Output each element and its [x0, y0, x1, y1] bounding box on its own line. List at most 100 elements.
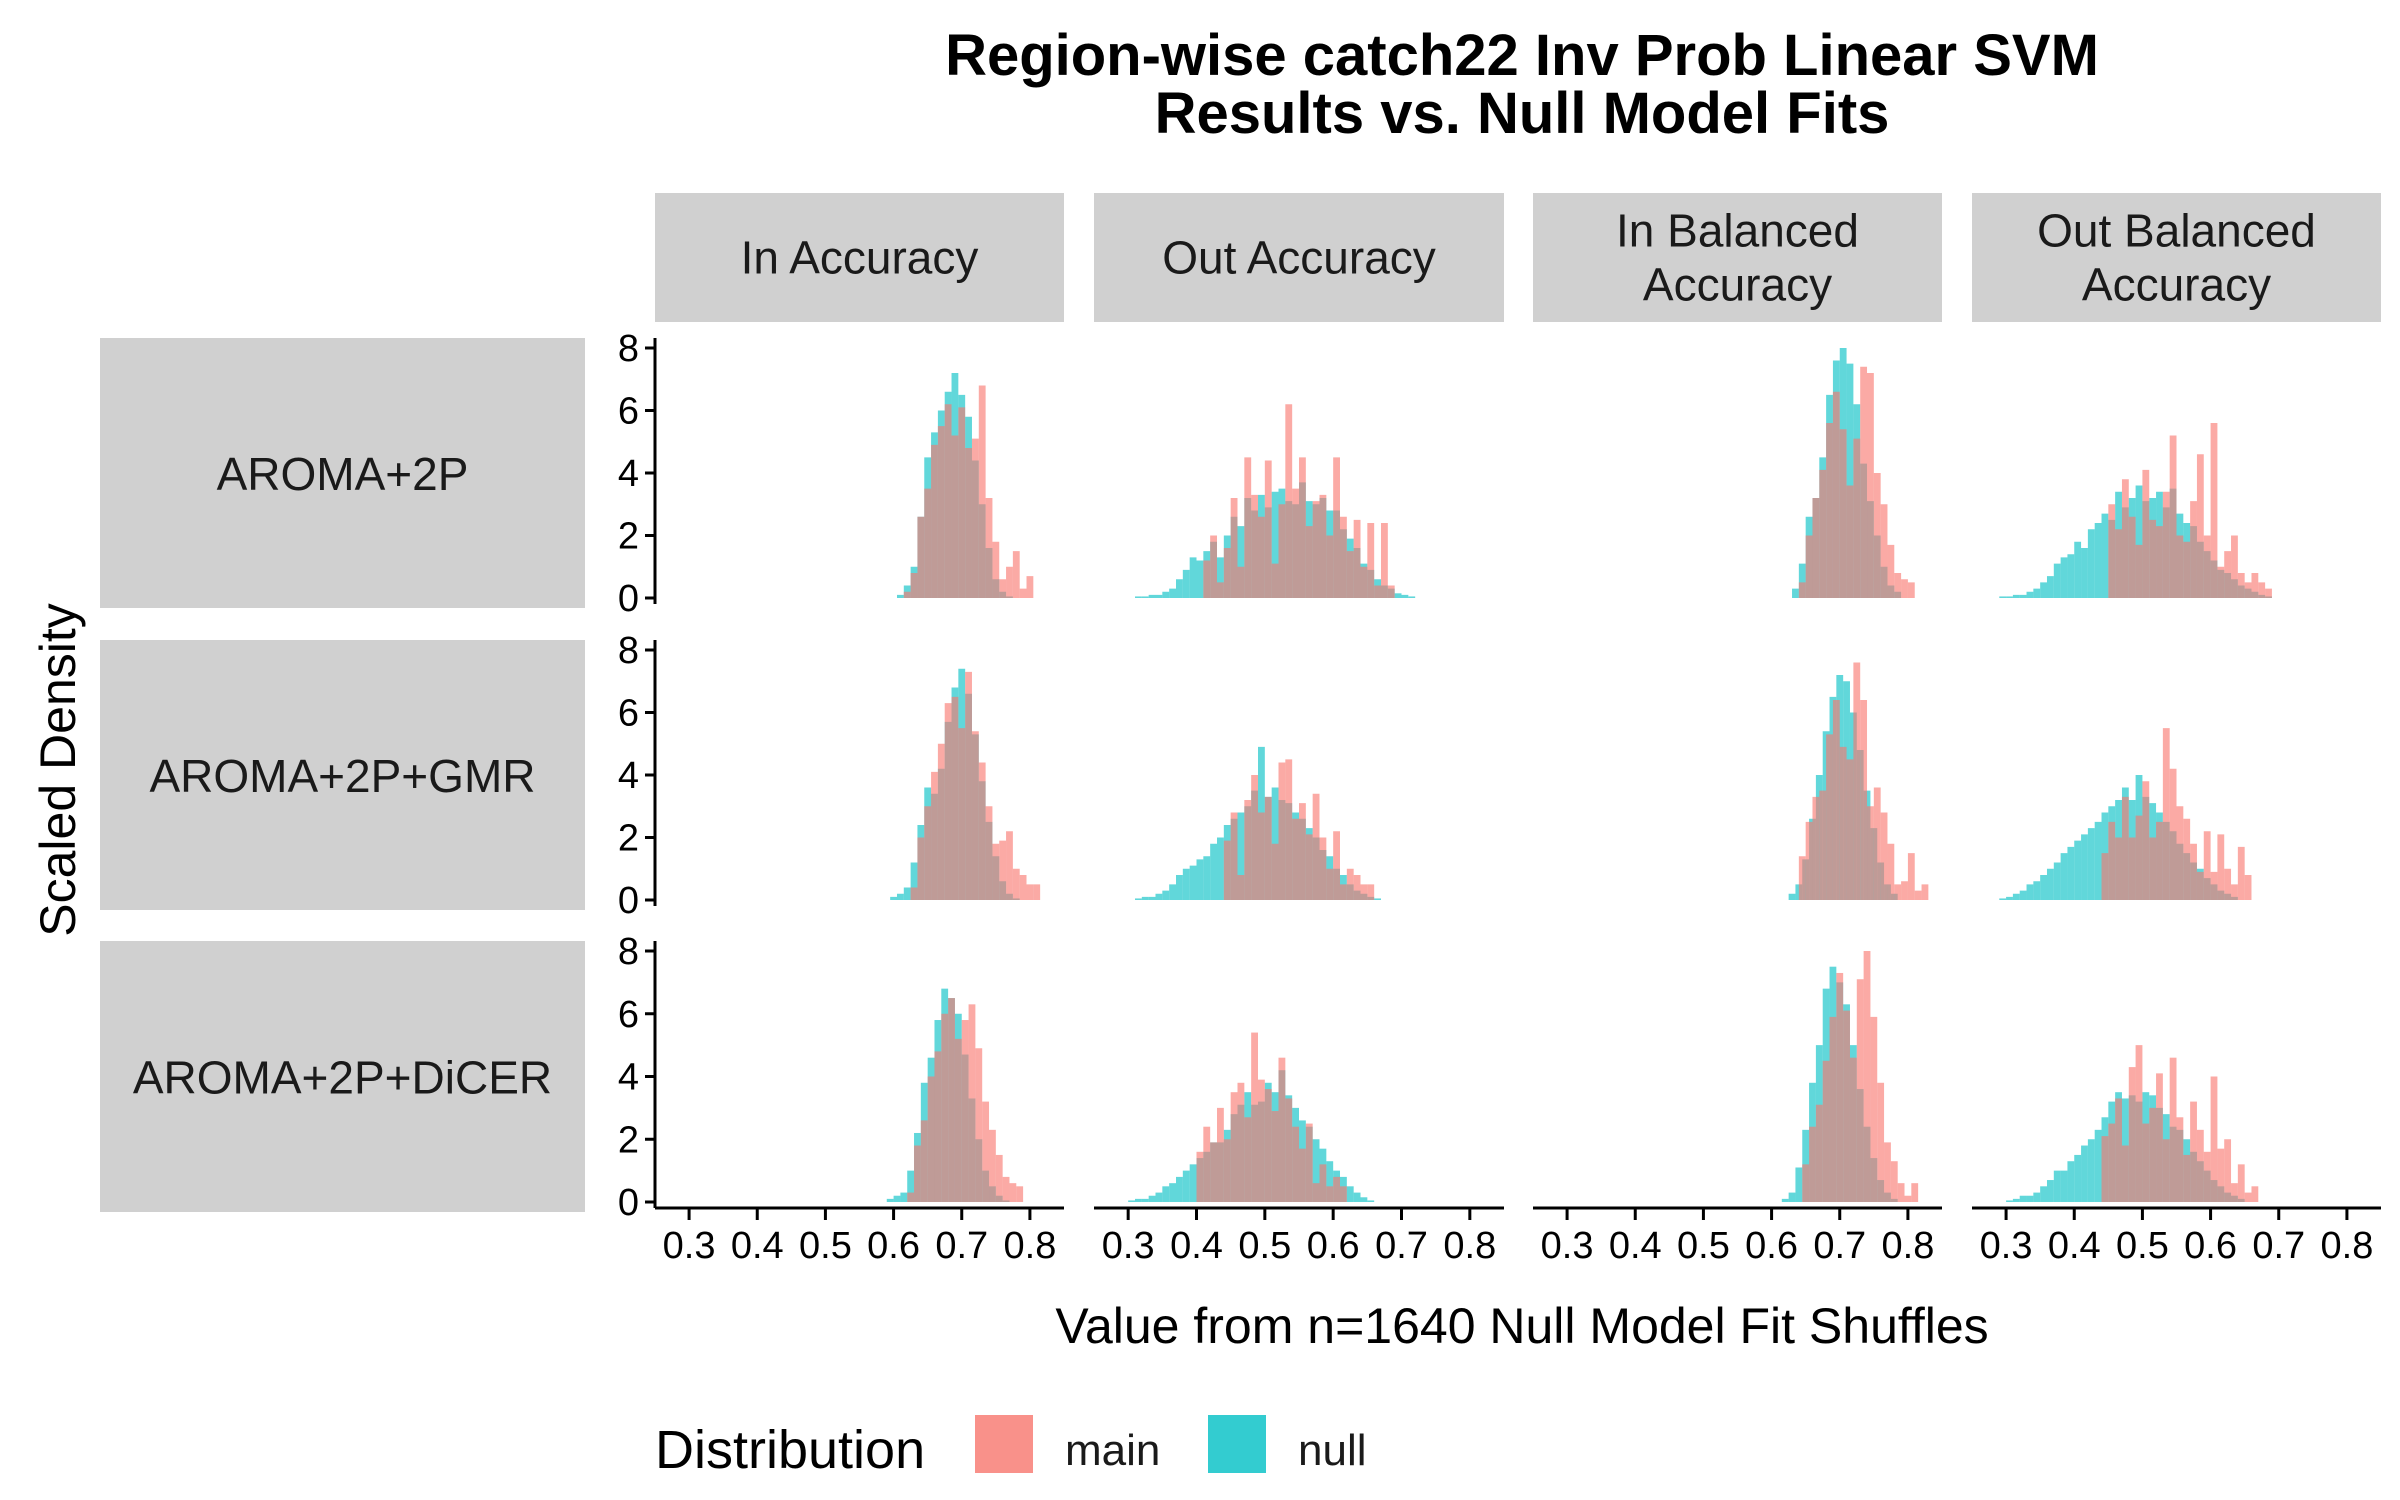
main-hist-bar	[2128, 837, 2136, 900]
main-hist-bar	[1319, 1164, 1327, 1202]
null-hist-bar	[1203, 856, 1211, 900]
main-hist-bar	[2196, 1129, 2204, 1202]
null-hist-bar	[1128, 1200, 1135, 1202]
main-hist-bar	[1251, 494, 1258, 598]
null-hist-bar	[1169, 588, 1176, 598]
main-hist-bar	[1829, 1016, 1837, 1202]
null-hist-bar	[2060, 853, 2068, 900]
main-hist-bar	[917, 516, 925, 598]
main-hist-bar	[982, 1101, 990, 1202]
main-hist-bar	[971, 731, 979, 900]
null-hist-bar	[1346, 1186, 1354, 1202]
main-hist-bar	[1832, 391, 1840, 598]
main-hist-bar	[2258, 582, 2266, 598]
row-strip-label: AROMA+2P+GMR	[150, 750, 536, 802]
null-hist-bar	[1141, 896, 1149, 900]
main-hist-bar	[1019, 588, 1027, 598]
main-hist-bar	[924, 488, 932, 598]
main-hist-bar	[2149, 519, 2157, 598]
main-hist-bar	[1822, 1060, 1830, 1202]
null-hist-bar	[1162, 1186, 1170, 1202]
null-hist-bar	[1182, 868, 1190, 900]
main-hist-bar	[2162, 1139, 2170, 1202]
main-hist-bar	[1853, 438, 1861, 598]
main-hist-bar	[1278, 1057, 1286, 1202]
chart-title-line: Results vs. Null Model Fits	[1155, 81, 1890, 146]
main-hist-bar	[1911, 1183, 1919, 1202]
null-hist-bar	[1189, 557, 1197, 598]
null-hist-bar	[2026, 591, 2034, 598]
null-hist-bar	[2019, 594, 2027, 598]
x-tick-label: 0.3	[1980, 1225, 2033, 1267]
main-hist-bar	[1921, 884, 1929, 900]
y-tick-label: 4	[618, 453, 639, 495]
main-hist-bar	[1237, 566, 1245, 598]
facet-panel	[886, 988, 1024, 1202]
main-hist-bar	[2176, 806, 2184, 900]
main-hist-bar	[920, 1120, 928, 1202]
main-hist-bar	[1217, 1107, 1224, 1202]
main-hist-bar	[2210, 871, 2218, 900]
main-hist-bar	[1326, 535, 1334, 598]
null-hist-bar	[1312, 1139, 1320, 1202]
main-hist-bar	[2108, 504, 2116, 598]
main-hist-bar	[1258, 1079, 1265, 1202]
main-hist-bar	[1264, 1089, 1272, 1202]
null-hist-bar	[903, 887, 911, 900]
null-hist-bar	[1141, 596, 1149, 598]
main-hist-bar	[2203, 535, 2211, 598]
main-hist-bar	[1299, 803, 1306, 900]
main-hist-bar	[1230, 1092, 1238, 1202]
x-tick-label: 0.7	[1813, 1225, 1866, 1267]
row-strip-bg	[100, 338, 585, 608]
null-hist-bar	[2087, 1139, 2095, 1202]
main-hist-bar	[2142, 781, 2150, 900]
main-hist-bar	[1210, 1142, 1217, 1202]
main-hist-bar	[1258, 812, 1265, 900]
null-hist-bar	[1155, 1192, 1163, 1202]
null-hist-bar	[1237, 812, 1245, 900]
null-hist-bar	[2046, 1180, 2054, 1202]
main-hist-bar	[1009, 1183, 1017, 1202]
main-hist-bar	[2224, 868, 2232, 900]
main-hist-bar	[1299, 457, 1306, 598]
main-hist-bar	[1826, 423, 1833, 598]
null-hist-bar	[1148, 896, 1156, 900]
main-hist-bar	[1203, 1126, 1211, 1202]
legend: Distribution main null	[655, 1415, 1367, 1480]
main-hist-bar	[2183, 1154, 2191, 1202]
main-hist-bar	[1271, 843, 1279, 900]
main-hist-bar	[914, 1145, 921, 1202]
main-hist-bar	[1870, 1016, 1878, 1202]
main-hist-bar	[1305, 834, 1313, 900]
null-hist-bar	[886, 1198, 894, 1202]
main-hist-bar	[1019, 875, 1027, 900]
null-hist-bar	[2081, 1145, 2088, 1202]
main-hist-bar	[1805, 821, 1813, 900]
main-hist-bar	[1026, 576, 1034, 598]
null-hist-bar	[2040, 875, 2047, 900]
main-hist-bar	[2196, 871, 2204, 900]
main-hist-bar	[1802, 1164, 1810, 1202]
x-tick-label: 0.4	[731, 1225, 784, 1267]
main-hist-bar	[1914, 890, 1922, 900]
main-hist-bar	[1264, 796, 1272, 900]
null-hist-bar	[2033, 881, 2041, 900]
facet-panel	[1128, 1032, 1375, 1202]
y-tick-label: 6	[618, 994, 639, 1036]
x-tick-label: 0.6	[1745, 1225, 1798, 1267]
y-tick-label: 8	[618, 630, 639, 672]
main-hist-bar	[2217, 566, 2225, 598]
null-hist-bar	[1148, 594, 1156, 598]
main-hist-bar	[1873, 787, 1881, 900]
x-tick-label: 0.7	[935, 1225, 988, 1267]
main-hist-bar	[931, 771, 938, 900]
facet-panel	[1792, 348, 1915, 598]
main-hist-bar	[2162, 728, 2170, 900]
null-hist-bar	[2081, 834, 2088, 900]
main-hist-bar	[1230, 498, 1238, 598]
main-hist-bar	[1894, 884, 1902, 900]
main-hist-bar	[2190, 1101, 2197, 1202]
null-hist-bar	[1367, 1200, 1375, 1202]
main-hist-bar	[1285, 404, 1293, 598]
